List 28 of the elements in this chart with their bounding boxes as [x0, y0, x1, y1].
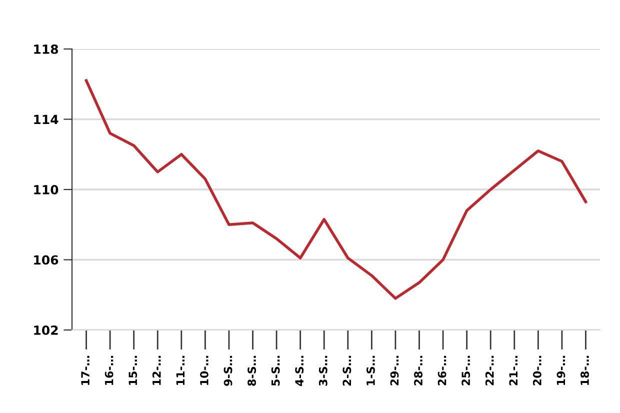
- x-tick-label: 25-…: [462, 356, 470, 386]
- x-tick-label: 26-…: [438, 356, 446, 386]
- x-tick-label: 19-…: [556, 356, 566, 385]
- x-tick-label: 28-…: [414, 356, 422, 386]
- y-tick-label: 110: [34, 184, 58, 194]
- x-tick-label: 11-…: [176, 356, 184, 385]
- x-tick-label: 8-S…: [248, 356, 256, 386]
- y-tick-label: 118: [34, 44, 58, 54]
- x-tick-label: 3-S…: [318, 356, 328, 386]
- y-tick-label: 114: [34, 114, 58, 124]
- x-tick-label: 15-…: [128, 356, 138, 385]
- x-tick-label: 29-…: [390, 356, 399, 386]
- x-tick-label: 16-…: [104, 356, 114, 385]
- x-tick-label: 5-S…: [271, 356, 280, 386]
- x-tick-label: 21-…: [509, 356, 518, 386]
- x-tick-label: 17-…: [81, 356, 90, 385]
- x-tick-label: 9-S…: [224, 356, 232, 386]
- x-tick-label: 20-…: [532, 356, 542, 386]
- y-tick-label: 106: [34, 255, 58, 265]
- x-tick-label: 22-…: [485, 356, 494, 386]
- x-tick-label: 4-S…: [295, 356, 304, 386]
- x-tick-label: 1-S…: [366, 356, 375, 386]
- line-series: [84, 79, 588, 300]
- x-tick-label: 18-…: [580, 356, 589, 385]
- x-tick-label: 10-…: [200, 356, 208, 385]
- x-tick-label: 12-…: [152, 356, 161, 385]
- x-tick-label: 2-S…: [342, 356, 352, 386]
- y-tick-label: 102: [34, 325, 58, 335]
